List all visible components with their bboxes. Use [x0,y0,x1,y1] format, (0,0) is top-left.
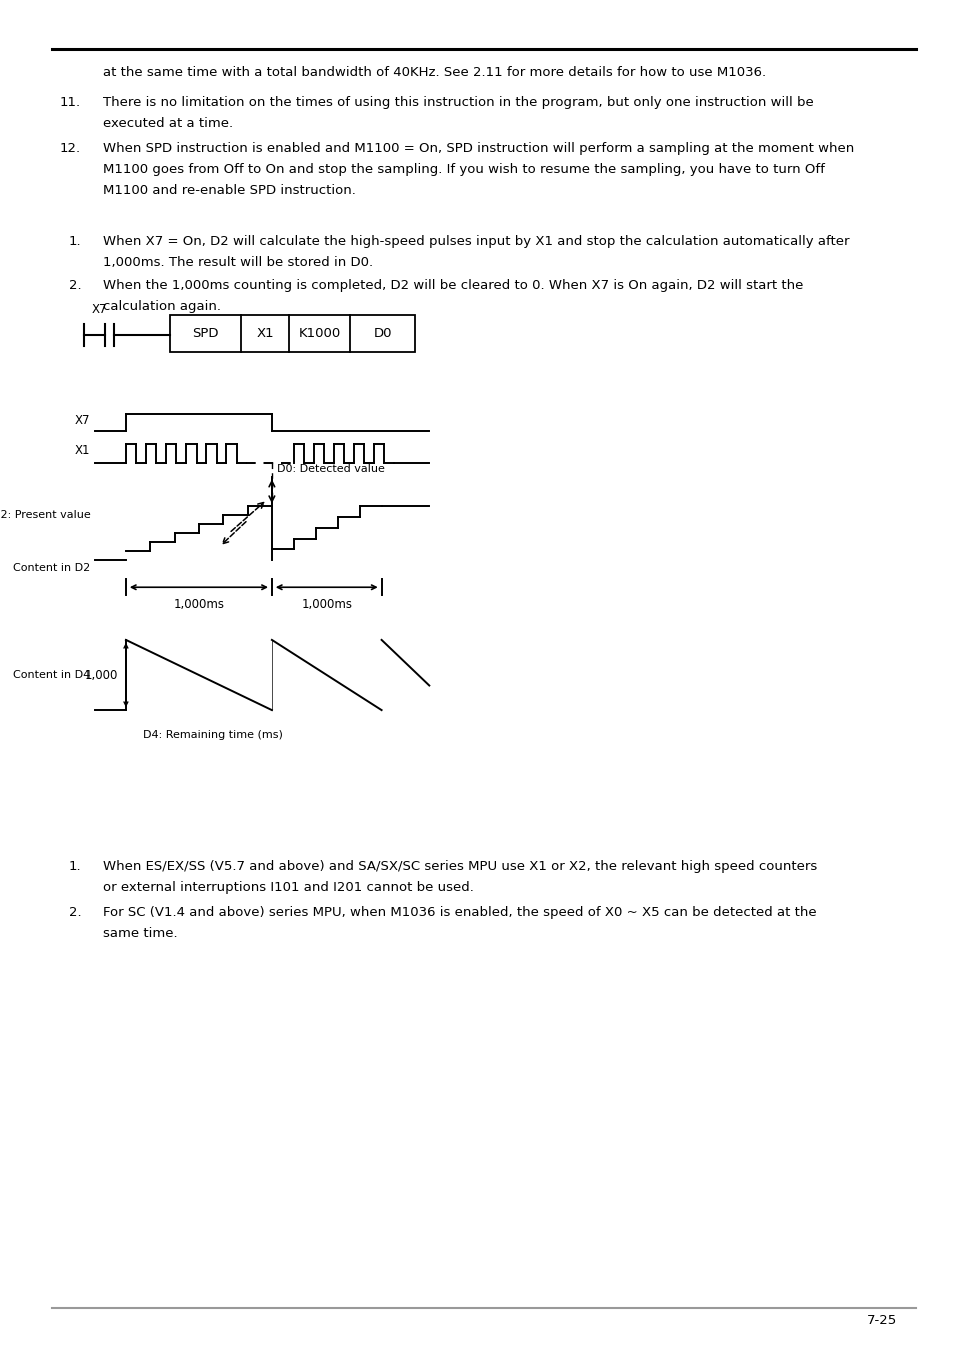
Text: D0: Detected value: D0: Detected value [276,464,384,474]
Text: There is no limitation on the times of using this instruction in the program, bu: There is no limitation on the times of u… [103,96,813,109]
Text: 1,000ms: 1,000ms [173,598,224,612]
Text: K1000: K1000 [298,327,340,340]
Text: D4: Remaining time (ms): D4: Remaining time (ms) [143,730,283,740]
Text: For SC (V1.4 and above) series MPU, when M1036 is enabled, the speed of X0 ~ X5 : For SC (V1.4 and above) series MPU, when… [103,906,816,919]
Text: same time.: same time. [103,926,177,940]
Text: executed at a time.: executed at a time. [103,116,233,130]
Text: 12.: 12. [59,142,80,155]
Text: 11.: 11. [59,96,80,109]
Text: D0: D0 [373,327,392,340]
Text: 1,000ms: 1,000ms [301,598,352,612]
Text: X1: X1 [256,327,274,340]
Text: at the same time with a total bandwidth of 40KHz. See 2.11 for more details for : at the same time with a total bandwidth … [103,66,765,80]
Text: 1,000ms. The result will be stored in D0.: 1,000ms. The result will be stored in D0… [103,256,373,269]
Text: When X7 = On, D2 will calculate the high-speed pulses input by X1 and stop the c: When X7 = On, D2 will calculate the high… [103,235,848,248]
Text: Content in D2: Content in D2 [13,563,91,572]
Text: D2: Present value: D2: Present value [0,510,91,520]
Text: 7-25: 7-25 [865,1314,896,1327]
Text: calculation again.: calculation again. [103,301,221,313]
Text: SPD: SPD [193,327,218,340]
Text: 1,000: 1,000 [85,668,118,682]
Text: M1100 goes from Off to On and stop the sampling. If you wish to resume the sampl: M1100 goes from Off to On and stop the s… [103,163,824,176]
Bar [170,315,415,352]
Text: X7: X7 [91,302,107,316]
Text: 1.: 1. [69,860,81,873]
Text: 1.: 1. [69,235,81,248]
Text: M1100 and re-enable SPD instruction.: M1100 and re-enable SPD instruction. [103,184,355,197]
Text: X1: X1 [75,444,91,458]
Text: X7: X7 [75,414,91,428]
Text: Content in D4: Content in D4 [13,670,91,680]
Text: or external interruptions I101 and I201 cannot be used.: or external interruptions I101 and I201 … [103,882,474,894]
Text: When SPD instruction is enabled and M1100 = On, SPD instruction will perform a s: When SPD instruction is enabled and M110… [103,142,853,155]
Text: 2.: 2. [69,906,81,919]
Text: 2.: 2. [69,279,81,293]
Text: When the 1,000ms counting is completed, D2 will be cleared to 0. When X7 is On a: When the 1,000ms counting is completed, … [103,279,802,293]
Text: When ES/EX/SS (V5.7 and above) and SA/SX/SC series MPU use X1 or X2, the relevan: When ES/EX/SS (V5.7 and above) and SA/SX… [103,860,817,873]
